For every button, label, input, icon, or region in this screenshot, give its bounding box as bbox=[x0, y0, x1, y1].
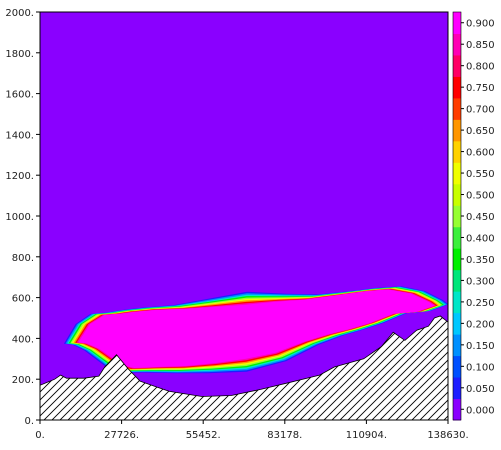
colorbar-label: 0.800 bbox=[466, 62, 495, 73]
y-tick-label: 0. bbox=[24, 416, 34, 427]
colorbar: 0.000 0.050 0.100 0.150 0.200 0.250 0.300 0.350… bbox=[452, 11, 495, 421]
y-axis: 0. 200. 400. 600. 800. 1000. 1200. 1400. 1600. 18… bbox=[5, 8, 40, 427]
y-tick-label: 200. bbox=[12, 375, 34, 386]
colorbar-label: 0.500 bbox=[466, 191, 495, 202]
colorbar-label: 0.700 bbox=[466, 105, 495, 116]
colorbar-label: 0.750 bbox=[466, 83, 495, 94]
x-tick-label: 55452. bbox=[186, 430, 221, 441]
y-tick-label: 1000. bbox=[5, 212, 34, 223]
colorbar-label: 0.250 bbox=[466, 298, 495, 309]
colorbar-label: 0.400 bbox=[466, 233, 495, 244]
y-tick-label: 800. bbox=[12, 253, 34, 264]
colorbar-swatch bbox=[453, 119, 461, 142]
y-tick-label: 600. bbox=[12, 294, 34, 305]
colorbar-swatch bbox=[453, 140, 461, 163]
colorbar-label: 0.850 bbox=[466, 40, 495, 51]
colorbar-label: 0.050 bbox=[466, 384, 495, 395]
colorbar-label: 0.450 bbox=[466, 212, 495, 223]
colorbar-swatch bbox=[453, 76, 461, 99]
plot-area bbox=[40, 12, 448, 420]
y-tick-label: 1200. bbox=[5, 171, 34, 182]
y-tick-label: 1800. bbox=[5, 49, 34, 60]
colorbar-swatch bbox=[453, 226, 461, 249]
colorbar-label: 0.600 bbox=[466, 148, 495, 159]
colorbar-label: 0.350 bbox=[466, 255, 495, 266]
y-tick-label: 1400. bbox=[5, 130, 34, 141]
colorbar-label: 0.900 bbox=[466, 19, 495, 30]
colorbar-swatch bbox=[453, 205, 461, 228]
colorbar-swatch bbox=[453, 334, 461, 357]
colorbar-swatch bbox=[453, 248, 461, 271]
x-tick-label: 138630. bbox=[427, 430, 468, 441]
colorbar-swatch bbox=[453, 398, 461, 421]
terrain-profile bbox=[40, 315, 448, 420]
colorbar-label: 0.150 bbox=[466, 341, 495, 352]
x-tick-label: 83178. bbox=[267, 430, 302, 441]
colorbar-swatch bbox=[453, 291, 461, 314]
colorbar-swatch bbox=[453, 183, 461, 206]
colorbar-label: 0.100 bbox=[466, 362, 495, 373]
colorbar-swatch bbox=[453, 269, 461, 292]
colorbar-swatch bbox=[453, 162, 461, 185]
y-tick-label: 400. bbox=[12, 334, 34, 345]
colorbar-label: 0.650 bbox=[466, 126, 495, 137]
colorbar-swatch bbox=[453, 12, 461, 34]
colorbar-swatch bbox=[453, 97, 461, 120]
colorbar-swatch bbox=[453, 377, 461, 400]
colorbar-swatch bbox=[453, 33, 461, 56]
x-tick-label: 110904. bbox=[346, 430, 387, 441]
x-tick-label: 27726. bbox=[104, 430, 139, 441]
colorbar-label: 0.300 bbox=[466, 276, 495, 287]
contour-band-0.900 bbox=[78, 289, 435, 368]
colorbar-swatch bbox=[453, 312, 461, 335]
contour-bands bbox=[63, 286, 448, 374]
colorbar-label: 0.200 bbox=[466, 319, 495, 330]
colorbar-swatch bbox=[453, 54, 461, 77]
y-tick-label: 1600. bbox=[5, 90, 34, 101]
colorbar-label: 0.000 bbox=[466, 405, 495, 416]
x-axis: 0. 27726. 55452. 83178. 110904. 138630. bbox=[35, 420, 469, 441]
colorbar-swatch bbox=[453, 355, 461, 378]
colorbar-label: 0.550 bbox=[466, 169, 495, 180]
x-tick-label: 0. bbox=[35, 430, 45, 441]
y-tick-label: 2000. bbox=[5, 8, 34, 19]
